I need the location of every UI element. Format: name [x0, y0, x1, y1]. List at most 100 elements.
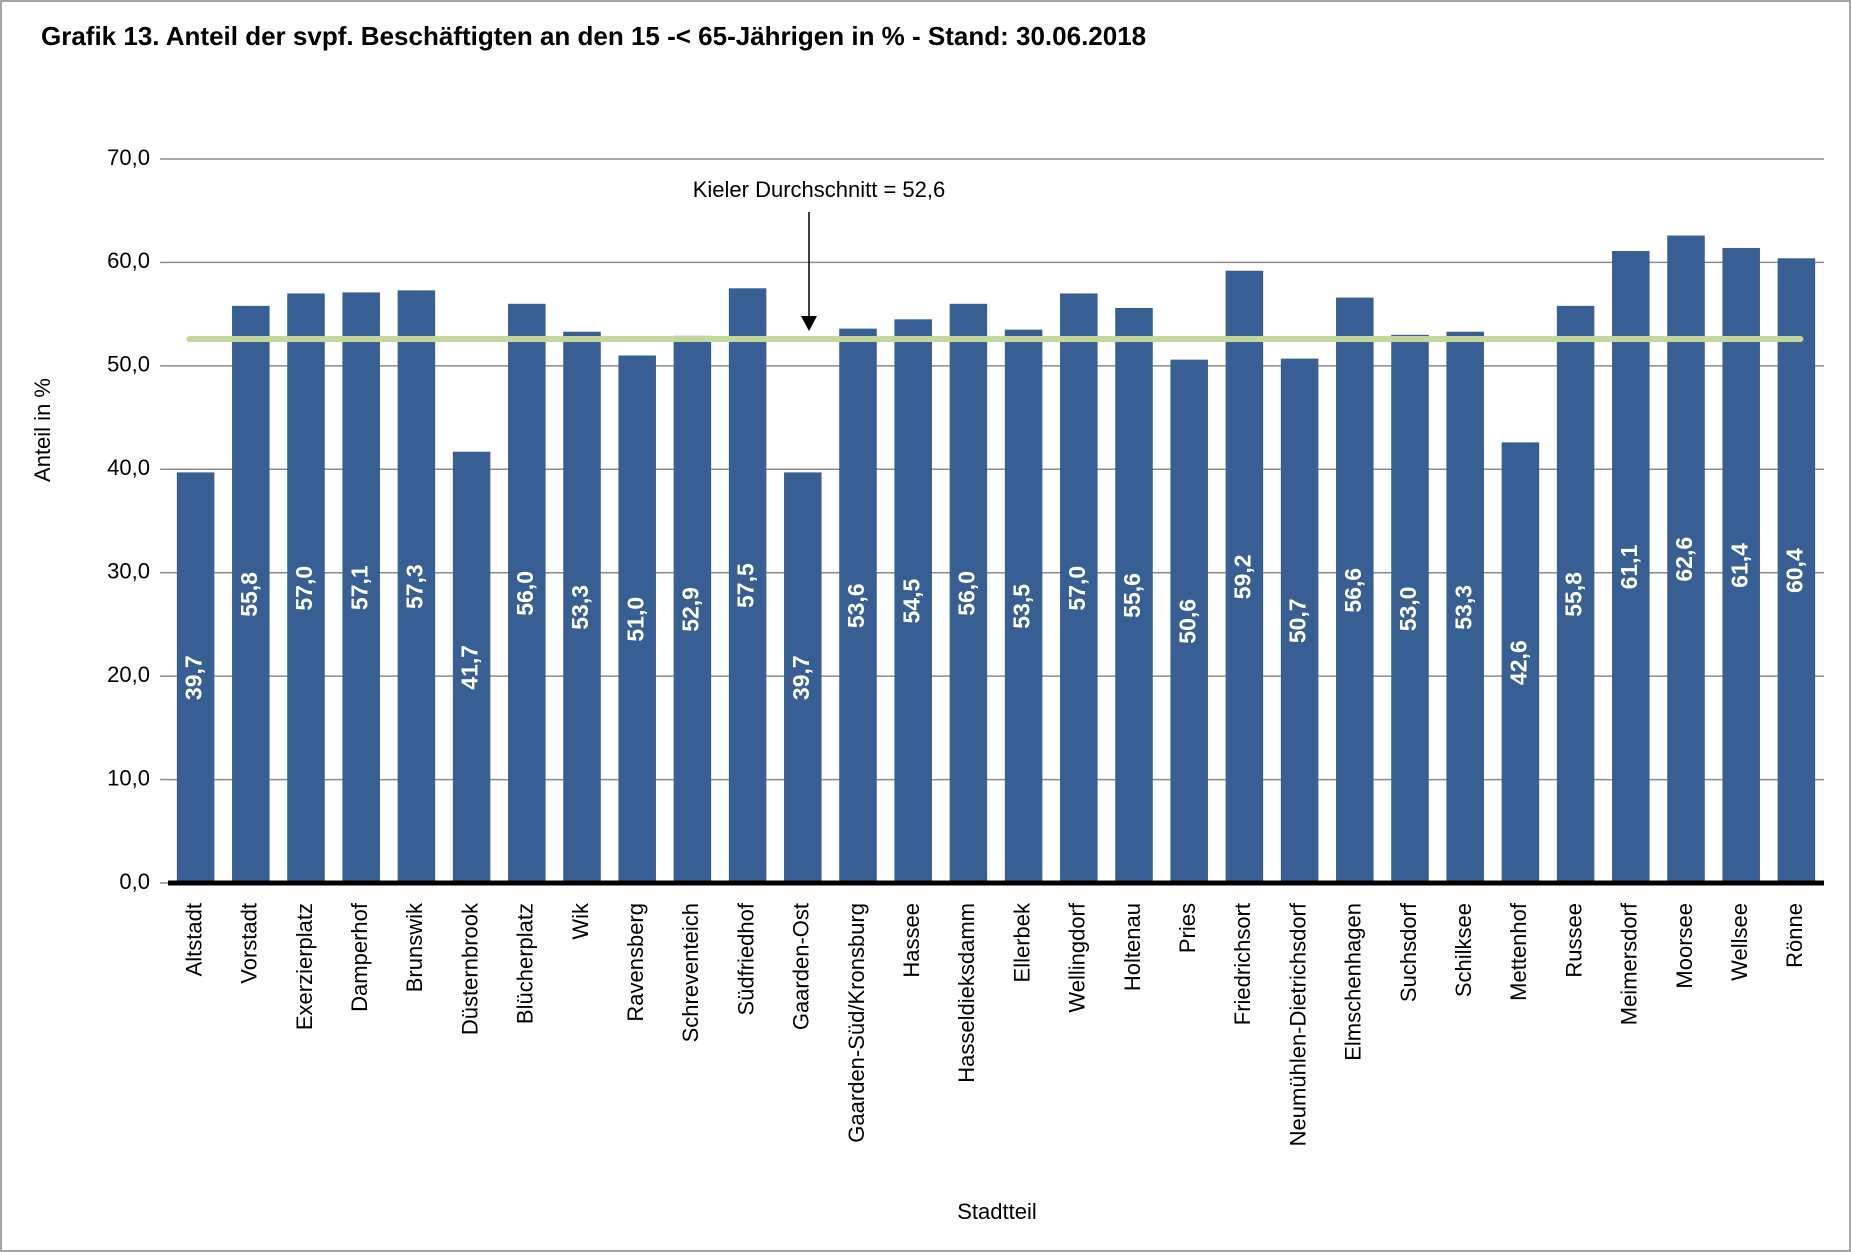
annotation: Kieler Durchschnitt = 52,6 — [693, 177, 946, 202]
x-tick-label: Meimersdorf — [1617, 902, 1642, 1025]
y-tick-label: 30,0 — [107, 559, 150, 584]
value-label: 56,0 — [953, 571, 979, 616]
x-tick-label: Rönne — [1782, 903, 1807, 968]
value-label: 57,5 — [733, 563, 759, 608]
value-label: 55,8 — [236, 572, 262, 617]
bar — [1722, 247, 1760, 883]
x-tick-label: Damperhof — [347, 902, 372, 1012]
value-label: 57,1 — [346, 565, 372, 610]
value-label: 51,0 — [622, 597, 648, 642]
bar — [784, 472, 822, 883]
x-axis-title: Stadtteil — [957, 1199, 1037, 1224]
chart-title: Grafik 13. Anteil der svpf. Beschäftigte… — [41, 21, 1146, 51]
bar — [949, 303, 988, 883]
bar — [728, 288, 767, 883]
bar — [1336, 297, 1374, 883]
value-label: 55,6 — [1119, 573, 1145, 618]
x-tick-label: Brunswik — [402, 902, 427, 992]
x-tick-label: Suchsdorf — [1396, 902, 1421, 1002]
bar — [1060, 293, 1098, 883]
value-label: 59,2 — [1229, 554, 1255, 599]
x-tick-label: Schreventeich — [678, 903, 703, 1042]
bar — [1777, 258, 1816, 883]
x-tick-label: Schilksee — [1451, 903, 1476, 997]
y-tick-label: 50,0 — [107, 352, 150, 377]
value-label: 52,9 — [677, 587, 703, 632]
bar — [397, 290, 436, 884]
x-tick-label: Blücherplatz — [513, 903, 538, 1024]
annotation-arrowhead — [801, 316, 817, 331]
x-tick-label: Neumühlen-Dietrichsdorf — [1285, 902, 1310, 1146]
bar — [176, 472, 215, 883]
bar — [287, 293, 325, 883]
bar — [508, 303, 546, 883]
value-label: 55,8 — [1561, 572, 1587, 617]
x-tick-label: Pries — [1175, 903, 1200, 953]
value-label: 41,7 — [457, 645, 483, 690]
x-tick-label: Russee — [1561, 903, 1586, 978]
bar — [452, 451, 491, 883]
x-tick-label: Wik — [568, 902, 593, 940]
bar — [1667, 235, 1705, 884]
x-tick-label: Südfriedhof — [733, 902, 758, 1015]
bar — [839, 328, 877, 883]
value-label: 61,4 — [1726, 543, 1752, 588]
x-tick-label: Hassee — [899, 903, 924, 978]
value-label: 56,6 — [1340, 568, 1366, 613]
bar — [563, 331, 601, 883]
x-tick-label: Gaarden-Süd/Kronsburg — [844, 903, 869, 1143]
x-tick-label: Moorsee — [1672, 903, 1697, 989]
x-tick-label: Elmschenhagen — [1341, 903, 1366, 1061]
value-label: 57,0 — [291, 566, 317, 611]
y-tick-label: 60,0 — [107, 248, 150, 273]
x-tick-label: Ellerbek — [1009, 902, 1034, 982]
value-label: 60,4 — [1781, 548, 1807, 593]
value-label: 53,6 — [843, 583, 869, 628]
value-label: 50,6 — [1174, 599, 1200, 644]
bar — [1170, 359, 1208, 883]
y-tick-label: 70,0 — [107, 145, 150, 170]
y-tick-label: 10,0 — [107, 765, 150, 790]
x-tick-label: Gaarden-Ost — [789, 903, 814, 1030]
x-tick-label: Mettenhof — [1506, 902, 1531, 1001]
y-tick-label: 40,0 — [107, 455, 150, 480]
bar — [894, 319, 932, 883]
x-tick-label: Wellingdorf — [1065, 902, 1090, 1013]
x-tick-label: Holtenau — [1120, 903, 1145, 991]
bar — [1501, 442, 1540, 883]
value-label: 56,0 — [512, 571, 538, 616]
x-tick-label: Vorstadt — [237, 903, 262, 984]
x-tick-label: Hasseldieksdamm — [954, 903, 979, 1083]
y-tick-label: 20,0 — [107, 662, 150, 687]
value-label: 57,0 — [1064, 566, 1090, 611]
x-tick-label: Düsternbrook — [457, 902, 482, 1035]
bar — [1115, 307, 1153, 883]
value-label: 53,0 — [1395, 587, 1421, 632]
x-tick-label: Friedrichsort — [1230, 903, 1255, 1025]
bar — [1391, 334, 1429, 883]
bar — [1556, 305, 1595, 884]
value-label: 62,6 — [1671, 537, 1697, 582]
bar — [1280, 358, 1319, 883]
value-label: 53,3 — [567, 585, 593, 630]
bar — [342, 292, 380, 883]
x-tick-label: Wellsee — [1727, 903, 1752, 981]
y-axis-title: Anteil in % — [30, 378, 55, 482]
y-tick-label: 0,0 — [119, 869, 150, 894]
bar — [1225, 270, 1264, 883]
bar — [673, 335, 712, 883]
value-label: 54,5 — [898, 579, 924, 624]
value-label: 57,3 — [401, 564, 427, 609]
x-tick-label: Exerzierplatz — [292, 903, 317, 1030]
bar — [1612, 251, 1650, 884]
value-label: 53,3 — [1450, 585, 1476, 630]
x-tick-label: Altstadt — [181, 903, 206, 976]
value-label: 50,7 — [1285, 598, 1311, 643]
bar — [1004, 329, 1043, 884]
value-label: 39,7 — [788, 655, 814, 700]
bar — [232, 305, 270, 884]
value-label: 39,7 — [181, 655, 207, 700]
value-label: 53,5 — [1009, 584, 1035, 629]
x-tick-label: Ravensberg — [623, 903, 648, 1022]
